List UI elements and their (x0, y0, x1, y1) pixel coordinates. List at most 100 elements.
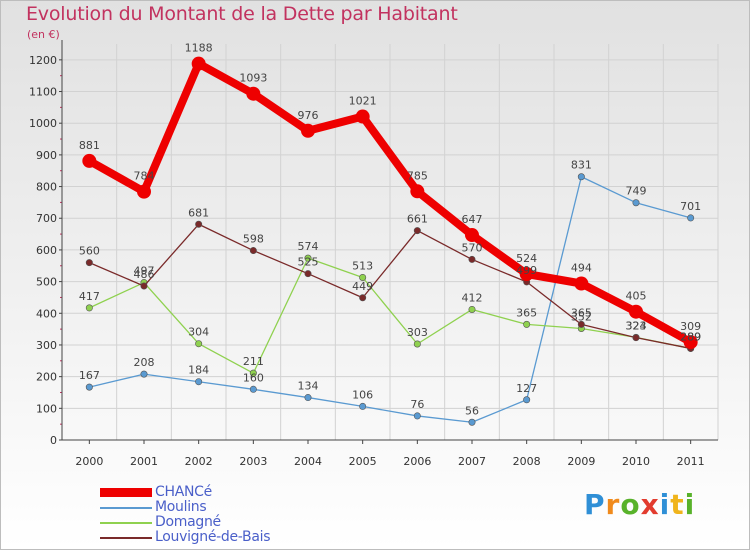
data-label: 785 (407, 169, 428, 182)
data-point (413, 340, 421, 348)
data-label: 1188 (185, 42, 213, 55)
data-point (195, 340, 203, 348)
data-label: 976 (298, 109, 319, 122)
data-label: 598 (243, 233, 264, 246)
data-label: 309 (680, 320, 701, 333)
data-label: 303 (407, 326, 428, 339)
data-label: 289 (680, 330, 701, 343)
series-layer (82, 56, 698, 426)
data-label: 661 (407, 213, 428, 226)
data-label: 831 (571, 159, 592, 172)
data-point (468, 418, 476, 426)
data-point (246, 86, 261, 101)
data-point (301, 123, 315, 138)
data-label: 106 (352, 388, 373, 401)
data-label: 76 (410, 398, 424, 411)
y-tick-label: 1100 (29, 86, 57, 99)
data-point (195, 220, 203, 228)
y-tick-label: 1200 (29, 54, 57, 67)
legend-swatch (100, 537, 152, 539)
legend-item: Moulins (100, 499, 320, 516)
legend-item: Domagné (100, 514, 320, 531)
x-tick-label: 2011 (677, 455, 705, 468)
data-label: 365 (516, 306, 537, 319)
series-line (88, 176, 692, 423)
proxiti-logo: Proxiti (584, 488, 695, 521)
data-label: 570 (462, 241, 483, 254)
data-point (632, 334, 640, 342)
data-label: 365 (571, 306, 592, 319)
y-tick-label: 200 (36, 371, 57, 384)
data-label: 494 (571, 262, 592, 275)
legend-swatch (100, 522, 152, 524)
data-label: 405 (626, 290, 647, 303)
data-label: 513 (352, 259, 373, 272)
data-label: 160 (243, 371, 264, 384)
data-label: 134 (298, 380, 319, 393)
logo-letter: r (605, 488, 621, 521)
data-point (577, 320, 585, 328)
x-tick-label: 2010 (622, 455, 650, 468)
data-point (249, 369, 257, 377)
y-tick-label: 900 (36, 149, 57, 162)
logo-letter: P (584, 488, 606, 521)
data-label: 208 (134, 356, 155, 369)
x-tick-label: 2003 (239, 455, 267, 468)
data-point (519, 266, 534, 281)
legend-swatch (100, 507, 152, 509)
legend-swatch (100, 488, 152, 497)
data-label: 574 (298, 240, 319, 253)
data-point (359, 402, 367, 410)
data-point (82, 153, 97, 168)
data-point (85, 383, 93, 391)
x-tick-label: 2002 (185, 455, 213, 468)
data-label: 784 (134, 170, 155, 183)
data-point (523, 320, 531, 328)
data-label: 524 (516, 252, 537, 265)
x-tick-label: 2009 (567, 455, 595, 468)
data-label: 486 (134, 268, 155, 281)
data-point (140, 370, 148, 378)
data-label: 881 (79, 139, 100, 152)
x-tick-label: 2004 (294, 455, 322, 468)
data-point (355, 109, 370, 124)
data-label: 449 (352, 280, 373, 293)
axes: 0 100 200 300 400 500 600 700 800 900 1000 1100 1200… (29, 40, 718, 468)
legend-item: CHANCé (100, 484, 320, 501)
y-tick-label: 400 (36, 307, 57, 320)
data-label: 1093 (239, 72, 267, 85)
data-label: 323 (626, 320, 647, 333)
logo-letter: t (670, 488, 685, 521)
logo-letter: i (684, 488, 696, 521)
chart-title: Evolution du Montant de la Dette par Hab… (26, 3, 458, 25)
data-point (304, 254, 312, 262)
data-label: 304 (188, 326, 209, 339)
data-point (85, 304, 93, 312)
data-label: 701 (680, 200, 701, 213)
data-point (359, 294, 367, 302)
data-point (359, 273, 367, 281)
grid (61, 44, 719, 441)
data-point (413, 227, 421, 235)
data-point (465, 228, 479, 243)
logo-letter: i (659, 488, 671, 521)
x-tick-label: 2005 (349, 455, 377, 468)
data-label: 417 (79, 290, 100, 303)
data-point (191, 56, 206, 71)
y-tick-label: 800 (36, 181, 57, 194)
legend-label: Moulins (155, 499, 207, 515)
data-label: 184 (188, 364, 209, 377)
y-tick-label: 1000 (29, 117, 57, 130)
data-point (249, 385, 257, 393)
chart-subtitle: (en €) (27, 28, 60, 41)
data-label: 324 (626, 319, 647, 332)
y-tick-label: 300 (36, 339, 57, 352)
legend-item: Louvigné-de-Bais (100, 529, 320, 546)
y-tick-label: 0 (50, 434, 57, 447)
data-label: 525 (298, 256, 319, 269)
data-point (410, 184, 425, 199)
data-label: 211 (243, 355, 264, 368)
series-line (88, 223, 692, 350)
data-label: 56 (465, 404, 479, 417)
